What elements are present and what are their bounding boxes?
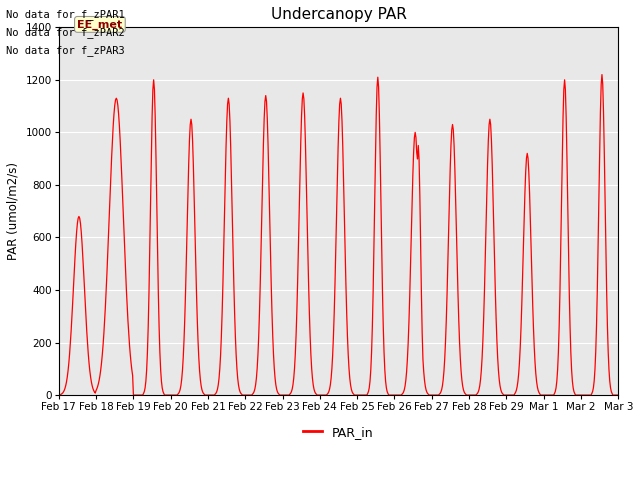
Y-axis label: PAR (umol/m2/s): PAR (umol/m2/s): [7, 162, 20, 260]
Legend: PAR_in: PAR_in: [298, 421, 379, 444]
Text: No data for f_zPAR2: No data for f_zPAR2: [6, 27, 125, 38]
Text: No data for f_zPAR1: No data for f_zPAR1: [6, 9, 125, 20]
Text: No data for f_zPAR3: No data for f_zPAR3: [6, 45, 125, 56]
Title: Undercanopy PAR: Undercanopy PAR: [271, 7, 406, 22]
Text: EE_met: EE_met: [77, 19, 122, 30]
